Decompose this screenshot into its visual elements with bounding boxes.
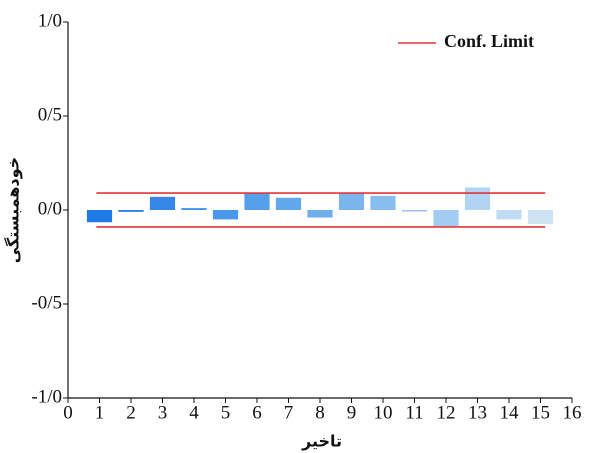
bar: [464, 187, 491, 210]
y-axis-label: خودهمبستگی: [4, 157, 23, 263]
legend-label: Conf. Limit: [444, 31, 534, 51]
y-tick-label: -1/0: [31, 386, 62, 407]
x-tick-label: 2: [126, 402, 136, 423]
bar: [275, 197, 302, 210]
bar: [527, 210, 554, 225]
bar: [401, 210, 428, 212]
x-tick-label: 11: [405, 402, 423, 423]
bar: [496, 210, 522, 220]
x-tick-label: 4: [189, 402, 199, 423]
x-tick-label: 1: [95, 402, 105, 423]
y-tick-label: 0/5: [38, 104, 62, 125]
x-axis-label: تاخیر: [301, 432, 342, 451]
x-tick-label: 13: [468, 402, 487, 423]
bar: [338, 193, 365, 210]
bar: [433, 210, 459, 226]
bar: [149, 196, 176, 210]
y-tick-label: -0/5: [31, 292, 62, 313]
x-tick-label: 8: [315, 402, 325, 423]
x-tick-label: 5: [221, 402, 231, 423]
x-tick-label: 14: [500, 402, 520, 423]
x-tick-label: 15: [531, 402, 550, 423]
bar: [244, 193, 270, 210]
bar: [212, 210, 239, 220]
bar: [86, 210, 113, 223]
y-tick-label: 0/0: [38, 198, 62, 219]
x-tick-label: 3: [158, 402, 168, 423]
x-tick-label: 6: [252, 402, 262, 423]
x-tick-label: 16: [563, 402, 582, 423]
x-tick-label: 0: [63, 402, 73, 423]
x-tick-label: 12: [437, 402, 456, 423]
bar: [181, 208, 207, 210]
bar: [118, 210, 144, 212]
x-tick-label: 10: [374, 402, 393, 423]
x-tick-label: 7: [284, 402, 294, 423]
x-tick-label: 9: [347, 402, 357, 423]
y-tick-label: 1/0: [38, 10, 62, 31]
bar: [370, 195, 396, 210]
bar: [307, 210, 333, 218]
